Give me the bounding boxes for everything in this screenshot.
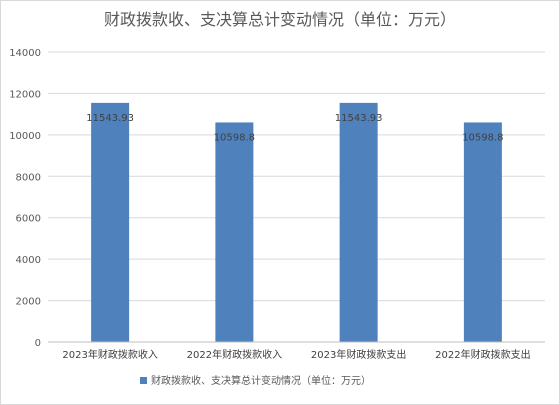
x-tick-label: 2023年财政拨款收入 <box>62 348 157 361</box>
y-tick-label: 14000 <box>9 48 41 59</box>
x-tick-label: 2022年财政拨款支出 <box>435 348 530 361</box>
bar <box>339 102 378 342</box>
y-tick-label: 12000 <box>9 89 41 100</box>
legend-label: 财政拨款收、支决算总计变动情况（单位：万元） <box>151 374 371 387</box>
x-tick-label: 2022年财政拨款收入 <box>187 348 282 361</box>
y-tick-label: 4000 <box>16 255 41 266</box>
y-tick-label: 10000 <box>9 131 41 142</box>
bar <box>463 122 502 342</box>
data-label: 11543.93 <box>86 113 134 124</box>
x-axis: 2023年财政拨款收入 2022年财政拨款收入 2023年财政拨款支出 2022年财政… <box>48 341 545 361</box>
legend-swatch <box>140 377 147 384</box>
y-tick-label: 6000 <box>16 214 41 225</box>
y-tick-label: 0 <box>35 338 41 349</box>
legend: 财政拨款收、支决算总计变动情况（单位：万元） <box>140 374 371 387</box>
chart-title: 财政拨款收、支决算总计变动情况（单位：万元） <box>104 10 456 29</box>
bar <box>215 122 254 342</box>
data-label: 10598.8 <box>214 132 255 143</box>
x-tick-label: 2023年财政拨款支出 <box>311 348 406 361</box>
data-label: 11543.93 <box>335 113 383 124</box>
y-tick-label: 2000 <box>16 297 41 308</box>
y-axis: 0 2000 4000 6000 8000 10000 12000 14000 <box>9 48 41 349</box>
y-tick-label: 8000 <box>16 172 41 183</box>
bar-series: 11543.93 10598.8 11543.93 10598.8 <box>86 102 504 342</box>
bar <box>91 102 130 342</box>
data-label: 10598.8 <box>462 132 503 143</box>
